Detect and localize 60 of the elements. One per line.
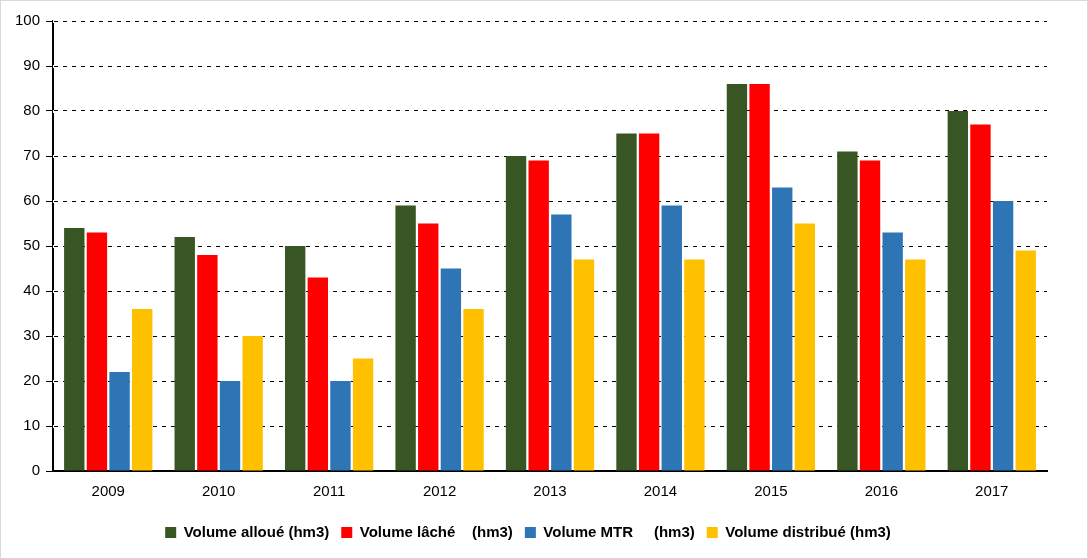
bar (109, 372, 130, 471)
bar (947, 111, 969, 471)
bar (726, 84, 748, 471)
bar (772, 187, 793, 471)
y-tick-label: 50 (23, 236, 41, 254)
y-tick-label: 90 (23, 56, 41, 74)
bar (86, 232, 108, 471)
bar (242, 336, 263, 471)
bar (352, 358, 374, 471)
bar (837, 151, 858, 471)
bar (307, 277, 328, 471)
bar (463, 309, 484, 471)
x-tick-label: 2013 (533, 482, 567, 500)
y-tick-label: 20 (23, 371, 41, 389)
bar (882, 232, 903, 471)
legend-label: Volume lâché (hm3) (359, 522, 513, 540)
bar (905, 259, 926, 471)
legend-label: Volume MTR (hm3) (543, 522, 695, 540)
bar (284, 246, 306, 471)
bar (749, 84, 770, 471)
y-tick-label: 10 (23, 416, 41, 434)
y-tick-label: 30 (23, 326, 41, 344)
x-tick-label: 2014 (643, 482, 678, 500)
x-tick-label: 2016 (864, 482, 899, 500)
x-tick-label: 2009 (91, 482, 125, 500)
bar (395, 205, 416, 471)
bar (661, 205, 682, 471)
bar (551, 214, 572, 471)
legend-label: Volume distribué (hm3) (725, 522, 891, 540)
bar (616, 133, 637, 471)
bar (440, 268, 462, 471)
x-tick-label: 2011 (313, 482, 346, 500)
y-tick-label: 100 (15, 11, 41, 29)
bar (573, 259, 595, 471)
bar (794, 223, 816, 471)
bar (219, 381, 241, 471)
y-tick-label: 40 (23, 281, 41, 299)
y-tick-label: 0 (31, 461, 41, 479)
bar (970, 124, 991, 471)
bar (174, 237, 195, 471)
bar (1015, 250, 1036, 471)
bar (505, 156, 527, 471)
bar (197, 255, 218, 471)
y-tick-label: 60 (23, 191, 41, 209)
bar (132, 309, 153, 471)
bar (330, 381, 351, 471)
y-tick-label: 80 (23, 101, 41, 119)
legend-label: Volume alloué (hm3) (183, 522, 330, 540)
x-tick-label: 2015 (754, 482, 788, 500)
bar (64, 228, 85, 471)
x-tick-label: 2010 (202, 482, 236, 500)
bar (859, 160, 881, 471)
bar (638, 133, 660, 471)
bar (528, 160, 549, 471)
bar (418, 223, 439, 471)
y-tick-label: 70 (23, 146, 41, 164)
x-tick-label: 2012 (422, 482, 457, 500)
bar (684, 259, 705, 471)
bar (992, 201, 1014, 471)
x-tick-label: 2017 (975, 482, 1009, 500)
